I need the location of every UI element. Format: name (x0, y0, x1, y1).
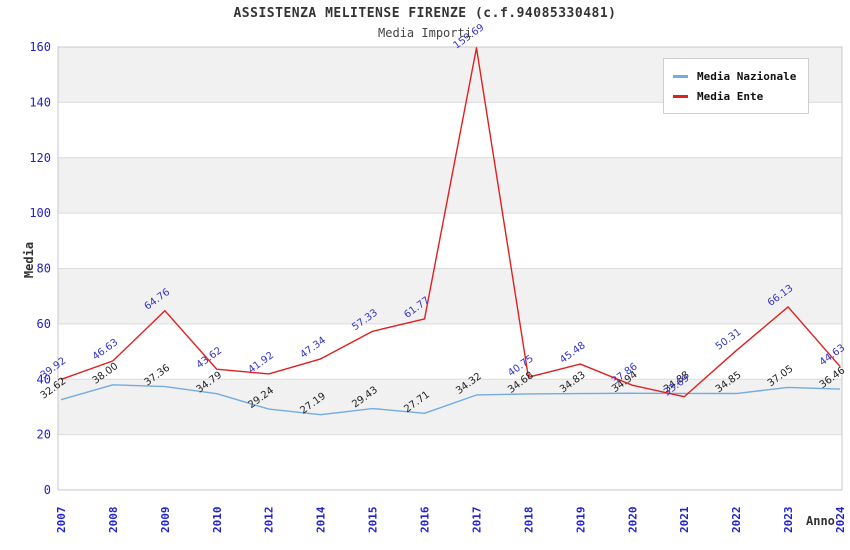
data-point-label-media-ente: 39.92 (39, 356, 69, 382)
chart-subtitle: Media Importi (378, 26, 472, 40)
series-line-media-ente (60, 47, 841, 398)
x-axis-tick-label: 2017 (470, 507, 483, 534)
data-point-label-media-ente: 41.92 (246, 350, 276, 376)
plot-border (57, 46, 843, 491)
legend: Media Nazionale Media Ente (663, 58, 809, 114)
x-axis-tick-label: 2008 (107, 507, 120, 534)
y-axis-tick-label: 140 (29, 95, 51, 109)
legend-item-media-ente: Media Ente (673, 90, 799, 103)
legend-label-media-ente: Media Ente (697, 90, 764, 103)
x-axis-tick-label: 2020 (626, 507, 639, 534)
data-point-label-media-ente: 45.48 (558, 340, 588, 366)
chart-title: ASSISTENZA MELITENSE FIRENZE (c.f.940853… (233, 6, 617, 21)
x-axis-tick-label: 2021 (678, 506, 691, 533)
x-axis-tick-label: 2023 (782, 507, 795, 534)
y-axis-tick-label: 60 (37, 317, 51, 331)
x-axis-tick-label: 2007 (55, 507, 68, 534)
y-axis-tick-label: 40 (37, 372, 51, 386)
y-axis-tick-label: 80 (37, 262, 51, 276)
series-line-media-nazionale (60, 384, 841, 416)
legend-swatch-media-nazionale-icon (673, 75, 688, 78)
y-axis-label: Media (22, 241, 36, 279)
grid-band (58, 268, 842, 324)
legend-swatch-media-ente-icon (673, 95, 688, 98)
x-axis-tick-label: 2019 (574, 507, 587, 534)
x-axis-label: Anno (806, 514, 835, 528)
x-axis-tick-label: 2014 (315, 506, 328, 533)
y-axis-tick-label: 120 (29, 151, 51, 165)
grid-band (58, 379, 842, 435)
y-axis-tick-label: 100 (29, 206, 51, 220)
x-axis-tick-label: 2010 (211, 507, 224, 534)
legend-item-media-nazionale: Media Nazionale (673, 70, 799, 83)
x-axis-tick-label: 2009 (159, 507, 172, 534)
x-axis-tick-label: 2022 (730, 507, 743, 534)
x-axis-tick-label: 2016 (419, 506, 432, 533)
x-axis-tick-label: 2018 (522, 507, 535, 534)
x-axis-tick-label: 2015 (367, 507, 380, 534)
y-axis-tick-label: 0 (44, 483, 51, 497)
x-axis-tick-label: 2024 (834, 506, 847, 533)
legend-label-media-nazionale: Media Nazionale (697, 70, 797, 83)
y-axis-tick-label: 160 (29, 40, 51, 54)
x-axis-tick-label: 2012 (263, 507, 276, 534)
y-axis-tick-label: 20 (37, 428, 51, 442)
